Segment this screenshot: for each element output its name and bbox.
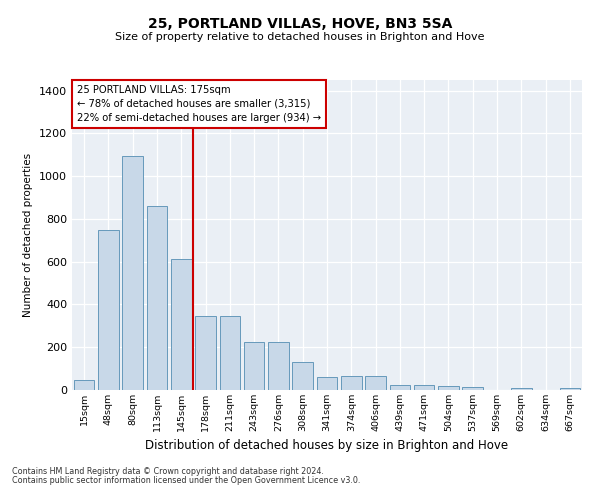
Bar	[268, 342, 289, 390]
Bar	[195, 316, 216, 390]
Bar	[74, 380, 94, 390]
Bar	[171, 258, 191, 390]
Text: 25, PORTLAND VILLAS, HOVE, BN3 5SA: 25, PORTLAND VILLAS, HOVE, BN3 5SA	[148, 18, 452, 32]
Bar	[220, 316, 240, 390]
Bar	[244, 342, 265, 390]
Bar	[389, 384, 410, 390]
Bar	[98, 230, 119, 390]
Y-axis label: Number of detached properties: Number of detached properties	[23, 153, 34, 317]
Bar	[292, 362, 313, 390]
Bar	[341, 376, 362, 390]
Bar	[414, 384, 434, 390]
Text: Size of property relative to detached houses in Brighton and Hove: Size of property relative to detached ho…	[115, 32, 485, 42]
Bar	[122, 156, 143, 390]
Text: Contains HM Land Registry data © Crown copyright and database right 2024.: Contains HM Land Registry data © Crown c…	[12, 467, 324, 476]
Text: Contains public sector information licensed under the Open Government Licence v3: Contains public sector information licen…	[12, 476, 361, 485]
Bar	[438, 386, 459, 390]
Bar	[365, 376, 386, 390]
Text: 25 PORTLAND VILLAS: 175sqm
← 78% of detached houses are smaller (3,315)
22% of s: 25 PORTLAND VILLAS: 175sqm ← 78% of deta…	[77, 84, 321, 122]
Bar	[560, 388, 580, 390]
Bar	[463, 388, 483, 390]
Bar	[317, 377, 337, 390]
Bar	[146, 206, 167, 390]
Bar	[511, 388, 532, 390]
X-axis label: Distribution of detached houses by size in Brighton and Hove: Distribution of detached houses by size …	[145, 440, 509, 452]
